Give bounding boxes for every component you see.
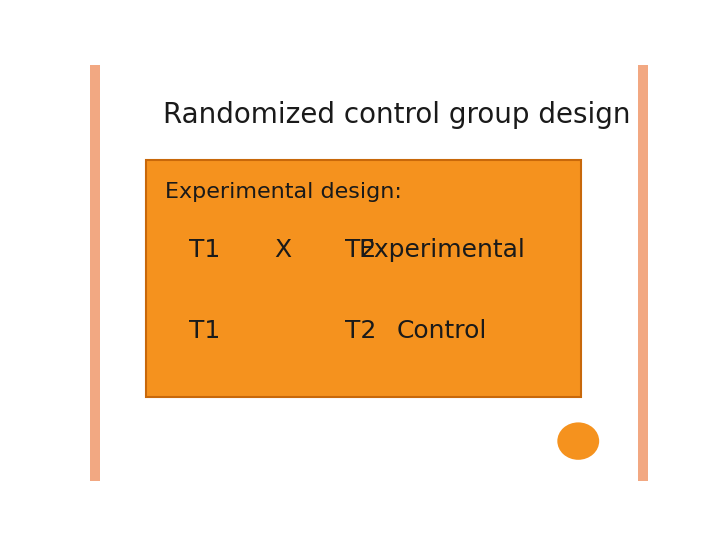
- Text: Experimental design:: Experimental design:: [166, 181, 402, 201]
- Text: X: X: [274, 238, 291, 262]
- FancyBboxPatch shape: [638, 65, 648, 481]
- Text: Control: Control: [396, 319, 487, 343]
- Text: T2: T2: [345, 238, 377, 262]
- Text: T1: T1: [189, 238, 220, 262]
- Ellipse shape: [557, 422, 599, 460]
- Text: T2: T2: [345, 319, 377, 343]
- FancyBboxPatch shape: [90, 65, 100, 481]
- Text: Randomized control group design: Randomized control group design: [163, 100, 630, 129]
- Text: T1: T1: [189, 319, 220, 343]
- Text: Experimental: Experimental: [358, 238, 525, 262]
- FancyBboxPatch shape: [145, 160, 581, 397]
